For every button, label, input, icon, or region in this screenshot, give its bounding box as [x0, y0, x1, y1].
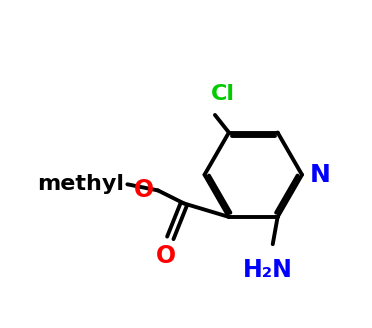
- Text: O: O: [155, 244, 176, 268]
- Text: H₂N: H₂N: [243, 258, 293, 282]
- Text: O: O: [134, 178, 154, 202]
- Text: Cl: Cl: [211, 84, 235, 104]
- Text: methyl: methyl: [38, 174, 124, 194]
- Text: N: N: [310, 163, 331, 187]
